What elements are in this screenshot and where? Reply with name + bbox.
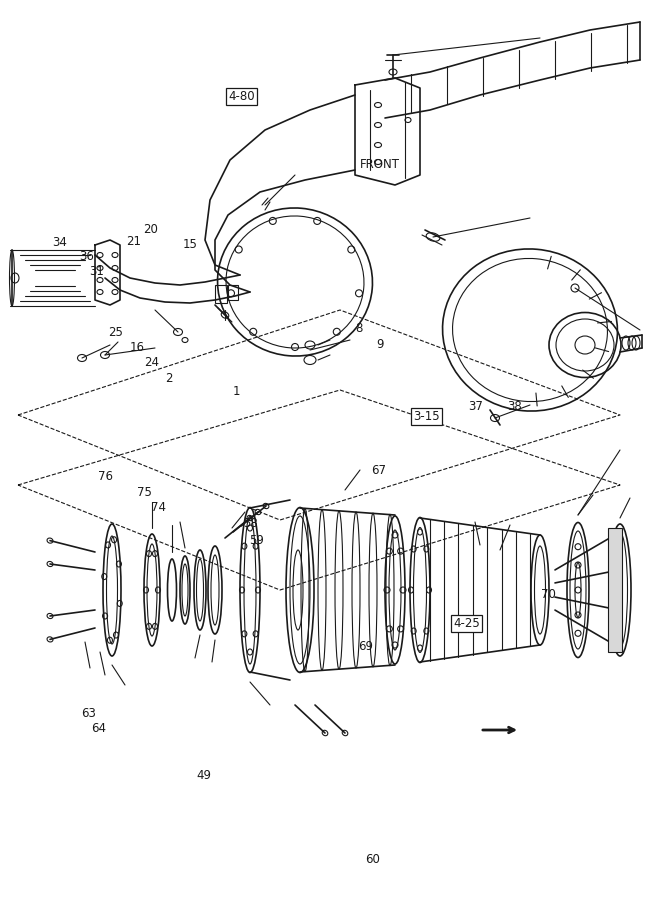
Text: 49: 49 <box>196 770 211 782</box>
Text: 60: 60 <box>365 853 380 866</box>
Text: 25: 25 <box>109 327 123 339</box>
Text: FRONT: FRONT <box>360 158 400 171</box>
Text: 37: 37 <box>468 400 483 413</box>
Text: 64: 64 <box>91 723 106 735</box>
Text: 15: 15 <box>183 238 197 251</box>
Text: 38: 38 <box>508 400 522 413</box>
Text: 70: 70 <box>541 588 556 600</box>
Text: 63: 63 <box>81 707 96 720</box>
Text: 1: 1 <box>233 385 241 398</box>
Text: 36: 36 <box>79 250 94 263</box>
Text: 59: 59 <box>249 534 264 546</box>
Text: 21: 21 <box>126 235 141 248</box>
Text: 24: 24 <box>145 356 159 369</box>
Text: 9: 9 <box>376 338 384 351</box>
Text: 4-25: 4-25 <box>454 617 480 630</box>
Text: 69: 69 <box>358 640 373 652</box>
Text: 3-15: 3-15 <box>414 410 440 423</box>
Text: 8: 8 <box>355 322 363 335</box>
Text: 16: 16 <box>129 341 144 354</box>
Bar <box>228 285 238 300</box>
Text: 20: 20 <box>143 223 157 236</box>
Text: 75: 75 <box>137 486 151 499</box>
Text: 31: 31 <box>89 266 104 278</box>
Bar <box>215 285 227 303</box>
Text: 34: 34 <box>53 237 67 249</box>
Text: 76: 76 <box>98 471 113 483</box>
Bar <box>608 528 622 652</box>
Text: 74: 74 <box>151 501 165 514</box>
Text: 4-80: 4-80 <box>228 90 255 103</box>
Text: 58: 58 <box>243 518 257 530</box>
Text: 2: 2 <box>165 372 173 384</box>
Text: 67: 67 <box>372 464 386 477</box>
